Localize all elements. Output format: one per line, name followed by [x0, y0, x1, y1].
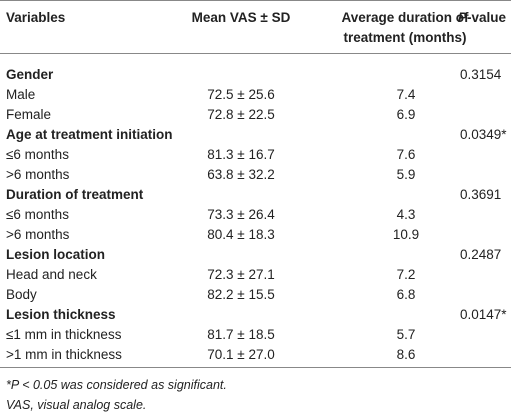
duration: 7.6: [396, 147, 416, 162]
duration: 5.9: [396, 167, 416, 182]
rule: [0, 53, 511, 54]
header-cell: Variables: [6, 10, 66, 25]
mean-vas: 63.8 ± 32.2: [207, 167, 275, 182]
header-cell: P-value: [458, 8, 506, 28]
mean-vas: 73.3 ± 26.4: [207, 207, 275, 222]
mean-vas: 81.7 ± 18.5: [207, 327, 275, 342]
duration: 8.6: [396, 347, 416, 362]
header-cell: Average duration of treatment (months): [341, 10, 469, 45]
duration: 10.9: [392, 227, 420, 242]
p-value: 0.2487: [460, 247, 502, 262]
footnote: *P < 0.05 was considered as significant.: [6, 378, 227, 392]
variable: Head and neck: [6, 267, 97, 282]
duration: 6.9: [396, 107, 416, 122]
header-text: -value: [467, 10, 507, 25]
rule: [0, 367, 511, 368]
variable: ≤1 mm in thickness: [6, 327, 122, 342]
p-value: 0.3154: [460, 67, 502, 82]
section-title: Duration of treatment: [6, 187, 144, 202]
section-title: Lesion thickness: [6, 307, 116, 322]
section-title: Lesion location: [6, 247, 106, 262]
section-title: Age at treatment initiation: [6, 127, 173, 142]
mean-vas: 72.3 ± 27.1: [207, 267, 275, 282]
variable: >6 months: [6, 227, 70, 242]
rule: [0, 0, 511, 1]
mean-vas: 80.4 ± 18.3: [207, 227, 275, 242]
header-italic: P: [458, 10, 468, 25]
variable: >6 months: [6, 167, 70, 182]
variable: Male: [6, 87, 36, 102]
p-value: 0.3691: [460, 187, 502, 202]
variable: Female: [6, 107, 52, 122]
variable: ≤6 months: [6, 207, 69, 222]
duration: 5.7: [396, 327, 416, 342]
p-value: 0.0147*: [460, 307, 507, 322]
mean-vas: 82.2 ± 15.5: [207, 287, 275, 302]
variable: >1 mm in thickness: [6, 347, 122, 362]
mean-vas: 81.3 ± 16.7: [207, 147, 275, 162]
variable: ≤6 months: [6, 147, 69, 162]
variable: Body: [6, 287, 37, 302]
duration: 6.8: [396, 287, 416, 302]
p-value: 0.0349*: [460, 127, 507, 142]
duration: 7.2: [396, 267, 416, 282]
section-title: Gender: [6, 67, 54, 82]
duration: 7.4: [396, 87, 416, 102]
header-cell: Mean VAS ± SD: [191, 10, 291, 25]
footnote: VAS, visual analog scale.: [6, 398, 147, 412]
mean-vas: 70.1 ± 27.0: [207, 347, 275, 362]
mean-vas: 72.8 ± 22.5: [207, 107, 275, 122]
duration: 4.3: [396, 207, 416, 222]
mean-vas: 72.5 ± 25.6: [207, 87, 275, 102]
